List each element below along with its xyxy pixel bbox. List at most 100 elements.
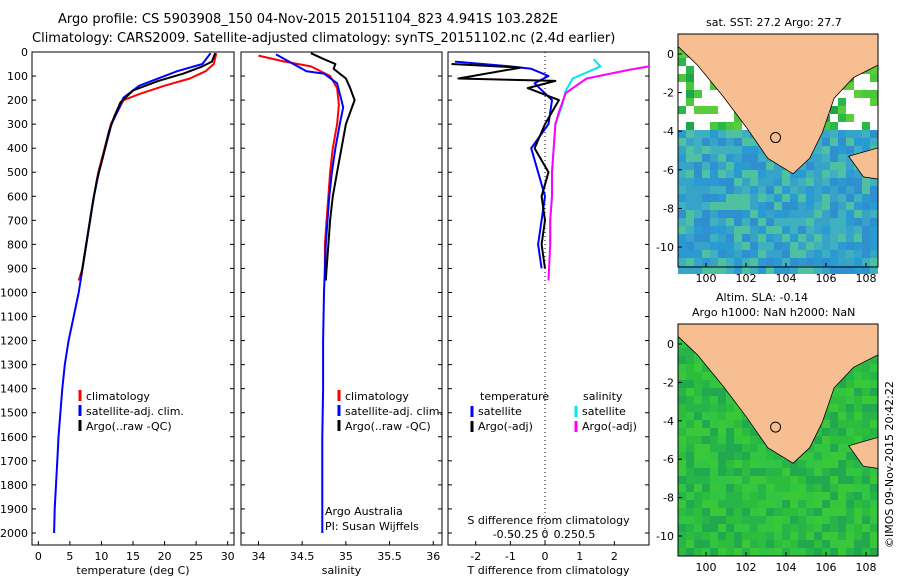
sla-pixel	[686, 380, 694, 388]
sla-pixel	[702, 404, 710, 412]
salinity-x-tick-label-3: 35.5	[377, 550, 402, 563]
sst-pixel	[798, 234, 806, 242]
sla-pixel	[694, 460, 702, 468]
sst-pixel	[782, 170, 790, 178]
sla-pixel	[870, 468, 878, 476]
sst-pixel	[870, 74, 878, 82]
sst-pixel	[822, 250, 830, 258]
sla-pixel	[870, 516, 878, 524]
sst-pixel	[686, 90, 694, 98]
sst-pixel	[678, 226, 686, 234]
sst-pixel	[798, 258, 806, 266]
sla-pixel	[702, 372, 710, 380]
sla-pixel	[726, 468, 734, 476]
sst-pixel	[846, 258, 854, 266]
sla-pixel	[854, 364, 862, 372]
sst-pixel	[710, 258, 718, 266]
sla-pixel	[750, 500, 758, 508]
sla-pixel	[862, 524, 870, 532]
sla-pixel	[694, 388, 702, 396]
sst-pixel	[766, 226, 774, 234]
sla-pixel	[862, 388, 870, 396]
sst-pixel	[822, 122, 830, 130]
sla-pixel	[830, 396, 838, 404]
sla-pixel	[758, 548, 766, 556]
sst-pixel	[742, 242, 750, 250]
sst-pixel	[782, 234, 790, 242]
sst-pixel	[734, 162, 742, 170]
sla-pixel	[710, 436, 718, 444]
y-tick-label-1800: 1800	[0, 479, 28, 492]
y-tick-label-1200: 1200	[0, 335, 28, 348]
sla-pixel	[766, 468, 774, 476]
salinity-legend-entry-2: Argo(..raw -QC)	[345, 420, 431, 433]
sla-pixel	[798, 476, 806, 484]
sst-pixel	[718, 146, 726, 154]
sst-pixel	[814, 202, 822, 210]
sst-pixel	[854, 266, 862, 274]
sla-pixel	[798, 524, 806, 532]
sst-x-tick-label-4: 108	[856, 272, 877, 285]
sla-pixel	[702, 420, 710, 428]
sst-pixel	[862, 202, 870, 210]
sla-x-tick-label-3: 106	[816, 561, 837, 574]
sla-pixel	[710, 532, 718, 540]
sla-pixel	[678, 364, 686, 372]
sla-pixel	[734, 436, 742, 444]
sla-pixel	[694, 356, 702, 364]
sla-pixel	[702, 412, 710, 420]
sst-pixel	[870, 266, 878, 274]
sla-pixel	[830, 492, 838, 500]
temperature-legend-entry-1: satellite-adj. clim.	[86, 405, 184, 418]
sst-pixel	[830, 250, 838, 258]
sst-x-tick-label-3: 106	[816, 272, 837, 285]
sla-pixel	[702, 364, 710, 372]
sst-pixel	[846, 130, 854, 138]
sla-pixel	[870, 428, 878, 436]
sla-pixel	[846, 508, 854, 516]
sla-pixel	[862, 396, 870, 404]
sst-pixel	[854, 186, 862, 194]
sla-pixel	[686, 348, 694, 356]
sst-pixel	[678, 242, 686, 250]
sst-pixel	[678, 218, 686, 226]
sla-pixel	[798, 500, 806, 508]
sla-pixel	[734, 468, 742, 476]
sla-pixel	[870, 548, 878, 556]
sst-pixel	[742, 250, 750, 258]
sla-pixel	[846, 388, 854, 396]
sst-pixel	[694, 186, 702, 194]
sst-pixel	[806, 162, 814, 170]
sst-pixel	[694, 138, 702, 146]
sst-pixel	[686, 98, 694, 106]
sla-pixel	[758, 484, 766, 492]
sla-pixel	[806, 468, 814, 476]
sst-pixel	[734, 218, 742, 226]
sla-pixel	[678, 444, 686, 452]
sst-pixel	[710, 122, 718, 130]
sst-pixel	[702, 146, 710, 154]
sla-pixel	[702, 460, 710, 468]
sst-pixel	[798, 218, 806, 226]
sst-pixel	[718, 202, 726, 210]
sst-pixel	[854, 210, 862, 218]
sla-pixel	[718, 532, 726, 540]
sst-pixel	[838, 210, 846, 218]
y-tick-label-400: 400	[7, 142, 28, 155]
sla-pixel	[822, 428, 830, 436]
sla-pixel	[758, 524, 766, 532]
sst-pixel	[814, 210, 822, 218]
sla-pixel	[782, 540, 790, 548]
sla-pixel	[686, 428, 694, 436]
sst-pixel	[870, 242, 878, 250]
sst-pixel	[702, 266, 710, 274]
sst-pixel	[726, 202, 734, 210]
sla-pixel	[678, 500, 686, 508]
sst-pixel	[758, 210, 766, 218]
sst-pixel	[870, 210, 878, 218]
sla-pixel	[678, 484, 686, 492]
difference-frame	[447, 51, 650, 546]
sla-pixel	[854, 500, 862, 508]
sst-pixel	[830, 226, 838, 234]
sst-pixel	[750, 266, 758, 274]
